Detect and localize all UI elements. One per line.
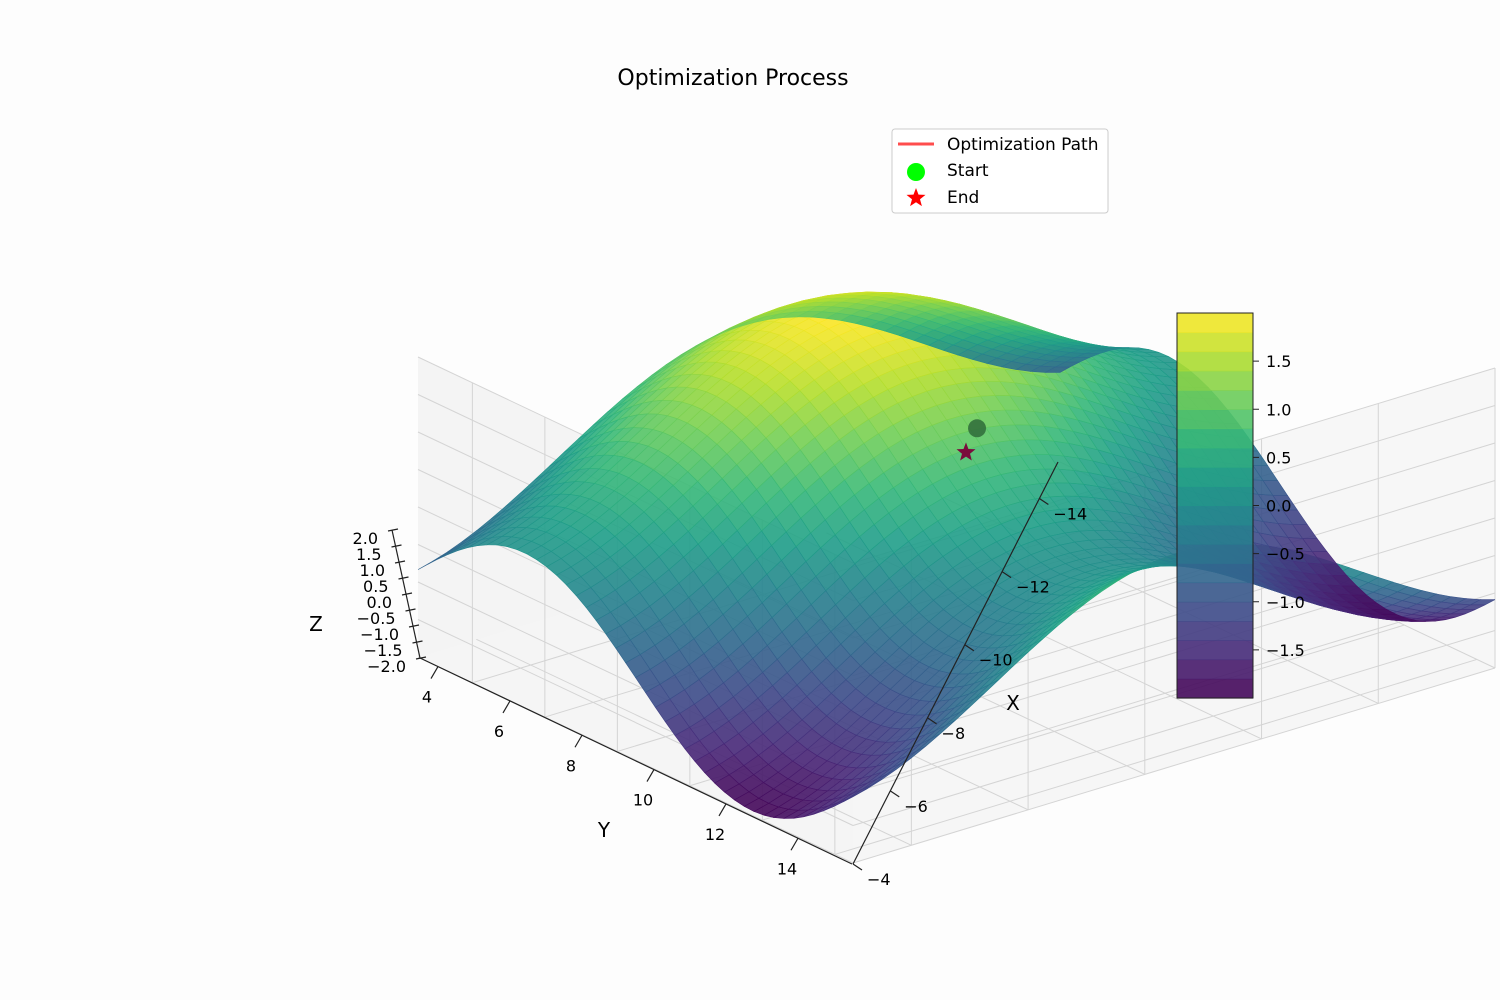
z-tick-mark (394, 560, 406, 564)
y-axis-line (419, 657, 853, 865)
z-tick-mark (408, 624, 420, 628)
z-tick-mark (412, 640, 423, 644)
z-tick-label: 2.0 (353, 529, 378, 548)
legend: Optimization Path Start End (891, 128, 1109, 214)
y-tick-label: 12 (705, 825, 725, 844)
y-tick-mark (646, 769, 655, 782)
legend-end-label: End (947, 188, 979, 208)
z-tick-label: −2.0 (367, 657, 406, 676)
colorbar-band (1177, 524, 1253, 545)
colorbar-band (1177, 428, 1253, 449)
x-tick-label: −6 (904, 797, 928, 816)
colorbar-band (1177, 544, 1253, 564)
y-tick-mark (718, 803, 727, 817)
colorbar-band (1177, 486, 1253, 507)
x-tick-mark (964, 644, 975, 652)
colorbar-band (1177, 601, 1253, 622)
end-marker (956, 442, 976, 461)
colorbar-tick-label: −1.5 (1266, 641, 1305, 660)
z-tick-label: 0.5 (363, 577, 388, 596)
z-tick-mark (398, 576, 409, 580)
colorbar-band (1177, 409, 1253, 430)
legend-start-marker (907, 163, 925, 181)
z-axis-label: Z (309, 612, 323, 636)
colorbar-tick-label: 0.0 (1266, 497, 1291, 516)
z-tick-mark (391, 544, 402, 548)
colorbar-band (1177, 659, 1253, 680)
x-tick-label: −10 (979, 651, 1013, 670)
y-tick-label: 8 (566, 756, 576, 775)
colorbar-band (1177, 467, 1253, 487)
surface-facet (417, 555, 443, 570)
colorbar-band (1177, 505, 1253, 526)
y-tick-label: 14 (777, 859, 797, 878)
axis-lines (387, 461, 1059, 871)
x-tick-mark (852, 863, 863, 871)
colorbar: 1.5 1.0 0.5 0.0 −0.5 −1.0 −1.5 (1176, 312, 1305, 699)
colorbar-band (1177, 370, 1253, 391)
path-markers (956, 419, 987, 461)
z-tick-mark (387, 528, 399, 532)
legend-end-marker (906, 188, 926, 207)
y-tick-label: 4 (422, 688, 432, 707)
colorbar-tick-label: −1.0 (1266, 593, 1305, 612)
colorbar-tick-label: −0.5 (1266, 545, 1305, 564)
legend-box (891, 128, 1109, 214)
tick-labels: −14−12−10−8−6−44681012142.01.51.00.50.0−… (353, 505, 1088, 889)
x-tick-mark (1001, 571, 1012, 579)
legend-path-label: Optimization Path (947, 135, 1099, 155)
start-marker (968, 419, 987, 438)
x-axis-line (852, 461, 1059, 865)
grid-line-z (852, 667, 1496, 864)
x-tick-label: −4 (867, 870, 891, 889)
x-tick-mark (927, 717, 937, 725)
colorbar-band (1177, 332, 1253, 353)
colorbar-tick-label: 1.0 (1266, 400, 1291, 419)
colorbar-band (1177, 621, 1253, 641)
x-tick-mark (1039, 498, 1049, 506)
y-tick-mark (574, 734, 583, 748)
y-tick-mark (790, 837, 799, 851)
y-tick-mark (430, 666, 439, 679)
x-tick-label: −12 (1016, 578, 1050, 597)
grid-line-y (834, 658, 1478, 855)
grid-line-z (852, 592, 1496, 789)
y-tick-label: 6 (494, 722, 504, 741)
colorbar-band (1177, 582, 1253, 603)
colorbar-tick-label: 1.5 (1266, 352, 1291, 371)
colorbar-band (1177, 678, 1253, 699)
z-tick-label: −1.0 (360, 625, 399, 644)
z-tick-label: 1.5 (356, 545, 381, 564)
colorbar-band (1177, 640, 1253, 661)
y-axis-label: Y (597, 818, 611, 842)
z-tick-label: 0.0 (367, 593, 392, 612)
colorbar-band (1177, 447, 1253, 468)
z-tick-label: −0.5 (357, 609, 396, 628)
z-tick-label: 1.0 (360, 561, 385, 580)
colorbar-tick-label: 0.5 (1266, 448, 1291, 467)
colorbar-band (1177, 390, 1253, 410)
z-tick-mark (415, 656, 427, 660)
x-tick-label: −14 (1053, 505, 1087, 524)
legend-start-label: Start (947, 161, 989, 181)
y-tick-mark (502, 700, 511, 714)
x-tick-mark (889, 790, 900, 798)
z-tick-label: −1.5 (364, 641, 403, 660)
y-tick-label: 10 (633, 791, 653, 810)
x-tick-label: −8 (942, 724, 966, 743)
colorbar-band (1177, 313, 1253, 333)
z-tick-mark (405, 608, 416, 612)
colorbar-band (1177, 563, 1253, 584)
colorbar-band (1177, 351, 1253, 372)
x-axis-label: X (1006, 691, 1020, 715)
grid-line-z (852, 630, 1496, 826)
z-tick-mark (401, 592, 413, 596)
chart-title: Optimization Process (617, 66, 848, 91)
